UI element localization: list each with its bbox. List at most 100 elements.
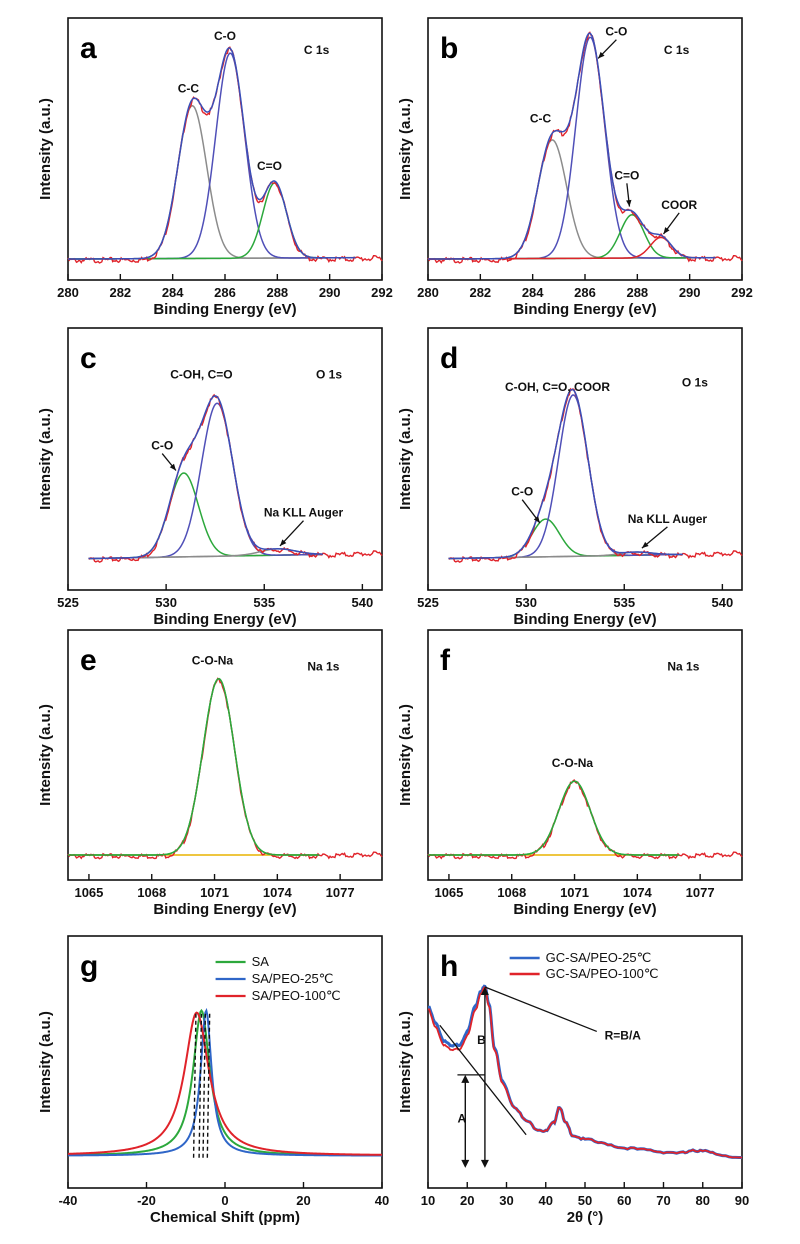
panel-c: 525 530 535 540 Binding Energy (eV) Intensity… bbox=[37, 327, 383, 628]
annotation-label: C-O bbox=[511, 485, 533, 499]
arrow-head bbox=[480, 987, 489, 996]
arrow-head bbox=[461, 1159, 470, 1168]
plot-frame bbox=[67, 327, 383, 591]
x-axis-title: Binding Energy (eV) bbox=[513, 901, 656, 918]
raw-data-line bbox=[448, 387, 743, 563]
peak-c-o-na bbox=[428, 780, 680, 856]
annotation-label: A bbox=[457, 1111, 466, 1125]
y-axis-title: Intensity (a.u.) bbox=[37, 704, 54, 806]
series-sa-peo-100- bbox=[67, 1011, 383, 1156]
x-tick-label: 1071 bbox=[560, 885, 589, 900]
annotation-label: C-C bbox=[530, 111, 552, 125]
x-tick-label: 1077 bbox=[686, 885, 715, 900]
annotation-label: C-O-Na bbox=[192, 653, 234, 667]
panel-h: 10 20 30 40 50 60 70 80 90 2θ (°) Intensity (a.u.)… bbox=[397, 935, 749, 1226]
y-axis-title: Intensity (a.u.) bbox=[397, 1011, 414, 1113]
x-axis-title: Binding Energy (eV) bbox=[513, 611, 656, 628]
x-tick-label: 280 bbox=[417, 285, 439, 300]
x-tick-label: 286 bbox=[574, 285, 596, 300]
x-tick-label: 90 bbox=[735, 1193, 749, 1208]
x-tick-label: 286 bbox=[214, 285, 236, 300]
x-tick-label: 1071 bbox=[200, 885, 229, 900]
x-tick-label: 0 bbox=[221, 1193, 228, 1208]
panel-f: 1065 1068 1071 1074 1077 Binding Energy (eV) I… bbox=[397, 629, 743, 918]
y-axis-title: Intensity (a.u.) bbox=[397, 98, 414, 200]
legend-label: SA bbox=[252, 954, 270, 969]
envelope-line bbox=[88, 395, 323, 560]
x-tick-label: 30 bbox=[499, 1193, 513, 1208]
annotation-label: Na 1s bbox=[307, 660, 339, 674]
annotation-label: C 1s bbox=[304, 43, 330, 57]
panel-letter: b bbox=[440, 32, 458, 65]
x-tick-label: 1068 bbox=[497, 885, 526, 900]
series-sa bbox=[67, 1008, 382, 1157]
raw-data-line bbox=[427, 31, 743, 264]
peak-c-c bbox=[67, 104, 356, 260]
annotation-label: C-O-Na bbox=[552, 756, 594, 770]
arrow-head bbox=[598, 51, 605, 59]
x-tick-label: 50 bbox=[578, 1193, 592, 1208]
x-tick-label: 282 bbox=[109, 285, 131, 300]
x-tick-label: 280 bbox=[57, 285, 79, 300]
envelope-line bbox=[428, 780, 680, 856]
x-tick-label: 540 bbox=[352, 595, 374, 610]
panel-letter: d bbox=[440, 342, 458, 375]
x-tick-label: 1068 bbox=[137, 885, 166, 900]
x-tick-label: 1065 bbox=[74, 885, 103, 900]
panel-letter: h bbox=[440, 950, 458, 983]
arrow-head bbox=[461, 1074, 470, 1083]
annotation-label: C-O bbox=[605, 25, 627, 39]
raw-data-line bbox=[67, 677, 383, 860]
x-tick-label: 40 bbox=[539, 1193, 553, 1208]
x-tick-label: 1074 bbox=[263, 885, 293, 900]
peak-position-marker bbox=[198, 1012, 203, 1158]
x-tick-label: 20 bbox=[460, 1193, 474, 1208]
annotation-label: C-C bbox=[178, 82, 200, 96]
peak-coor bbox=[427, 236, 716, 260]
annotation-label: C-O bbox=[214, 29, 236, 43]
peak-c-o bbox=[67, 52, 356, 260]
x-axis-title: Binding Energy (eV) bbox=[513, 301, 656, 318]
tangent-line bbox=[439, 1024, 527, 1136]
legend-label: GC-SA/PEO-25℃ bbox=[546, 950, 652, 965]
arrow-head bbox=[480, 1159, 489, 1168]
x-tick-label: 290 bbox=[679, 285, 701, 300]
annotation-label: Na 1s bbox=[667, 660, 699, 674]
x-tick-label: 80 bbox=[696, 1193, 710, 1208]
x-tick-label: 40 bbox=[375, 1193, 389, 1208]
series-gc-sa-peo-100- bbox=[427, 986, 743, 1159]
peak-c-o-na bbox=[68, 677, 320, 856]
y-axis-title: Intensity (a.u.) bbox=[397, 408, 414, 510]
y-axis-title: Intensity (a.u.) bbox=[37, 98, 54, 200]
x-tick-label: 530 bbox=[155, 595, 177, 610]
x-tick-label: 10 bbox=[421, 1193, 435, 1208]
legend-label: GC-SA/PEO-100℃ bbox=[546, 966, 659, 981]
x-tick-label: 525 bbox=[417, 595, 439, 610]
x-tick-label: 60 bbox=[617, 1193, 631, 1208]
panel-g: -40 -20 0 20 40 Chemical Shift (ppm) Intensity… bbox=[37, 935, 389, 1226]
x-tick-label: 292 bbox=[731, 285, 753, 300]
x-tick-label: 292 bbox=[371, 285, 393, 300]
series-sa-peo-25- bbox=[67, 1007, 383, 1157]
y-axis-title: Intensity (a.u.) bbox=[37, 408, 54, 510]
arrow-head bbox=[279, 539, 287, 546]
annotation-label: C=O bbox=[257, 159, 282, 173]
plot-frame bbox=[427, 327, 743, 591]
peak-c-oh-c-o bbox=[88, 402, 323, 560]
peak-position-marker bbox=[202, 1012, 207, 1158]
peak-c-o bbox=[427, 36, 716, 260]
annotation-label: R=B/A bbox=[605, 1029, 642, 1043]
annotation-label: O 1s bbox=[316, 367, 342, 381]
x-tick-label: 1065 bbox=[434, 885, 463, 900]
panel-letter: g bbox=[80, 950, 98, 983]
annotation-label: Na KLL Auger bbox=[628, 512, 708, 526]
x-tick-label: -40 bbox=[59, 1193, 78, 1208]
x-axis-title: Binding Energy (eV) bbox=[153, 901, 296, 918]
plot-frame bbox=[427, 17, 743, 281]
panel-d: 525 530 535 540 Binding Energy (eV) Intensity… bbox=[397, 327, 743, 628]
annotation-label: B bbox=[477, 1033, 486, 1047]
x-tick-label: 288 bbox=[626, 285, 648, 300]
x-tick-label: 535 bbox=[253, 595, 275, 610]
arrow-head bbox=[533, 516, 540, 523]
